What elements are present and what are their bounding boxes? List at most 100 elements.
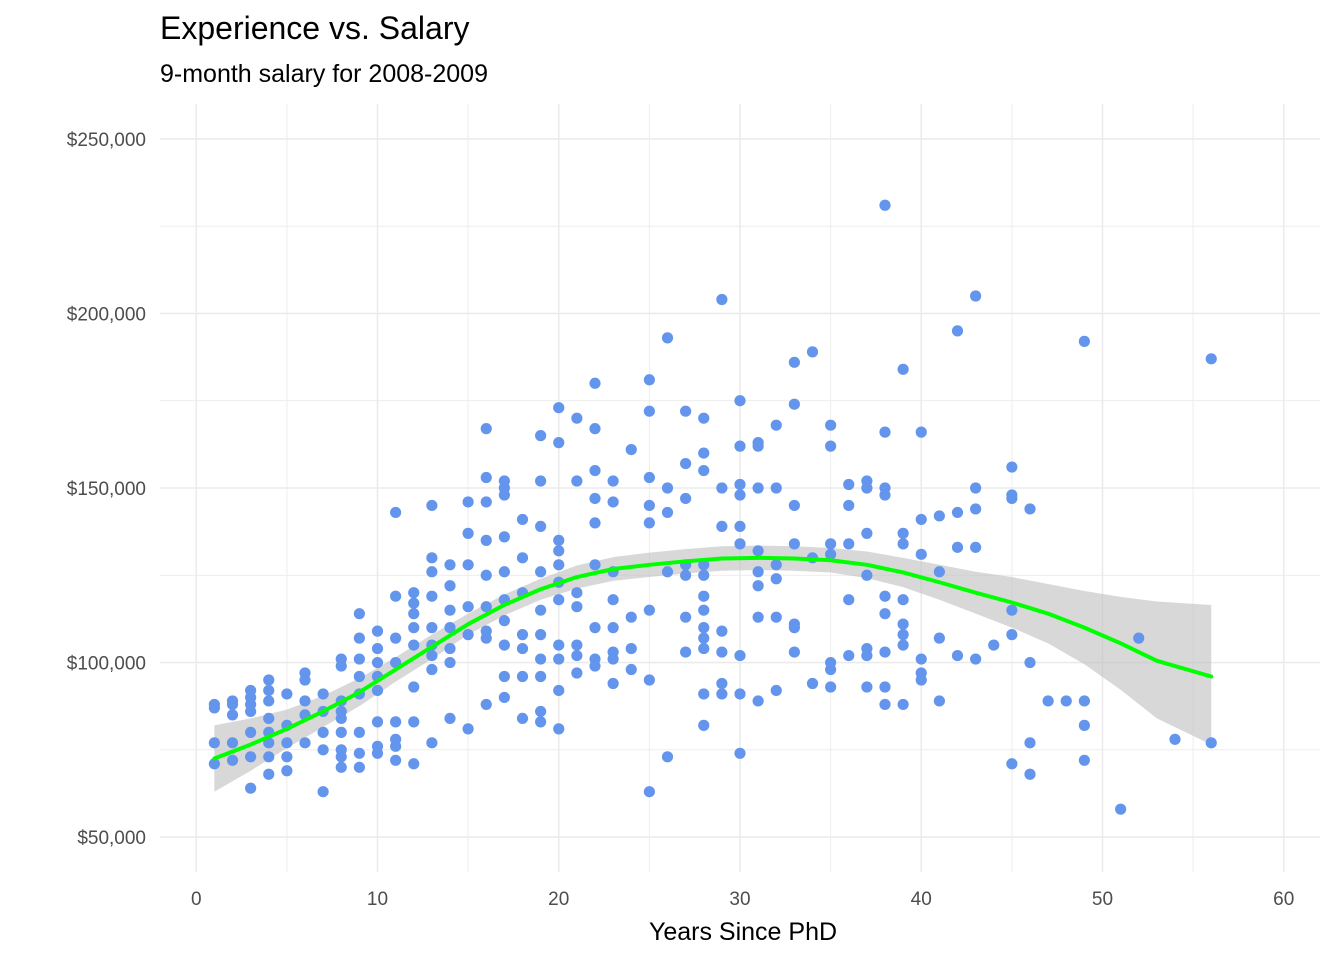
- data-point: [843, 594, 855, 606]
- data-point: [571, 649, 583, 662]
- data-point: [553, 545, 565, 557]
- data-point: [607, 594, 619, 606]
- data-point: [734, 395, 746, 407]
- data-point: [951, 325, 964, 337]
- data-point: [788, 356, 800, 368]
- data-point: [1205, 737, 1217, 749]
- x-tick-label: 10: [367, 889, 388, 910]
- data-point: [516, 712, 529, 725]
- data-point: [444, 604, 456, 616]
- data-point: [553, 639, 565, 651]
- data-point: [897, 538, 909, 550]
- data-point: [770, 419, 782, 431]
- data-point: [353, 726, 365, 738]
- data-point: [498, 615, 510, 627]
- data-point: [208, 737, 220, 749]
- data-point: [444, 622, 456, 634]
- data-point: [698, 590, 710, 602]
- data-point: [734, 688, 746, 700]
- data-point: [390, 506, 402, 519]
- data-point: [426, 590, 438, 602]
- data-point: [752, 580, 764, 592]
- data-point: [498, 691, 510, 704]
- data-point: [607, 475, 619, 487]
- data-point: [1060, 695, 1072, 707]
- data-point: [226, 737, 239, 749]
- data-point: [317, 786, 329, 798]
- data-point: [480, 698, 492, 711]
- data-point: [516, 513, 529, 526]
- data-point: [390, 590, 402, 602]
- data-point: [915, 426, 927, 438]
- data-point: [897, 639, 909, 651]
- data-point: [553, 723, 565, 735]
- data-point: [390, 740, 402, 752]
- data-point: [408, 622, 420, 634]
- data-point: [571, 639, 583, 651]
- data-point: [263, 751, 275, 763]
- data-point: [498, 531, 510, 543]
- data-point: [806, 677, 819, 690]
- data-point: [281, 765, 293, 777]
- data-point: [680, 611, 692, 623]
- data-point: [245, 751, 257, 763]
- data-point: [770, 684, 782, 697]
- data-point: [589, 492, 601, 505]
- data-point: [263, 712, 275, 725]
- data-point: [589, 464, 601, 477]
- data-point: [734, 747, 746, 759]
- x-tick-label: 50: [1092, 889, 1113, 910]
- data-point: [353, 747, 365, 759]
- data-point: [680, 646, 692, 658]
- data-point: [933, 632, 945, 644]
- data-point: [643, 405, 655, 417]
- data-point: [661, 482, 674, 494]
- data-point: [698, 719, 710, 731]
- data-point: [535, 520, 547, 533]
- data-point: [897, 618, 909, 630]
- data-point: [226, 709, 239, 721]
- data-point: [897, 629, 909, 641]
- data-point: [861, 681, 873, 693]
- data-point: [1078, 695, 1090, 707]
- data-point: [535, 705, 547, 718]
- data-point: [734, 440, 746, 452]
- data-point: [299, 737, 311, 749]
- smooth-line: [212, 555, 1214, 761]
- data-point: [988, 639, 1000, 651]
- data-point: [1006, 629, 1018, 641]
- data-point: [698, 642, 710, 655]
- data-point: [698, 622, 710, 634]
- data-point: [716, 482, 728, 494]
- data-point: [371, 684, 384, 697]
- data-point: [825, 548, 837, 560]
- data-point: [1078, 719, 1090, 731]
- data-point: [535, 475, 547, 487]
- data-point: [625, 642, 637, 655]
- data-point: [444, 559, 456, 571]
- data-point: [390, 754, 402, 766]
- data-point: [535, 653, 547, 665]
- data-point: [752, 440, 764, 452]
- data-point: [716, 646, 728, 658]
- data-point: [843, 649, 855, 662]
- data-point: [607, 677, 619, 690]
- data-point: [353, 761, 365, 773]
- loess-fit-line: [212, 555, 1214, 761]
- data-point: [788, 538, 800, 550]
- data-point: [680, 457, 692, 470]
- data-point: [299, 695, 311, 707]
- data-point: [245, 726, 257, 738]
- y-tick-label: $200,000: [67, 304, 146, 325]
- data-point: [716, 677, 728, 690]
- y-tick-label: $50,000: [77, 828, 146, 849]
- data-point: [951, 649, 964, 662]
- data-point: [571, 667, 583, 679]
- data-point: [716, 520, 728, 533]
- data-point: [589, 622, 601, 634]
- data-point: [897, 698, 909, 711]
- data-point: [408, 716, 420, 728]
- data-point: [879, 199, 891, 211]
- data-point: [371, 625, 384, 637]
